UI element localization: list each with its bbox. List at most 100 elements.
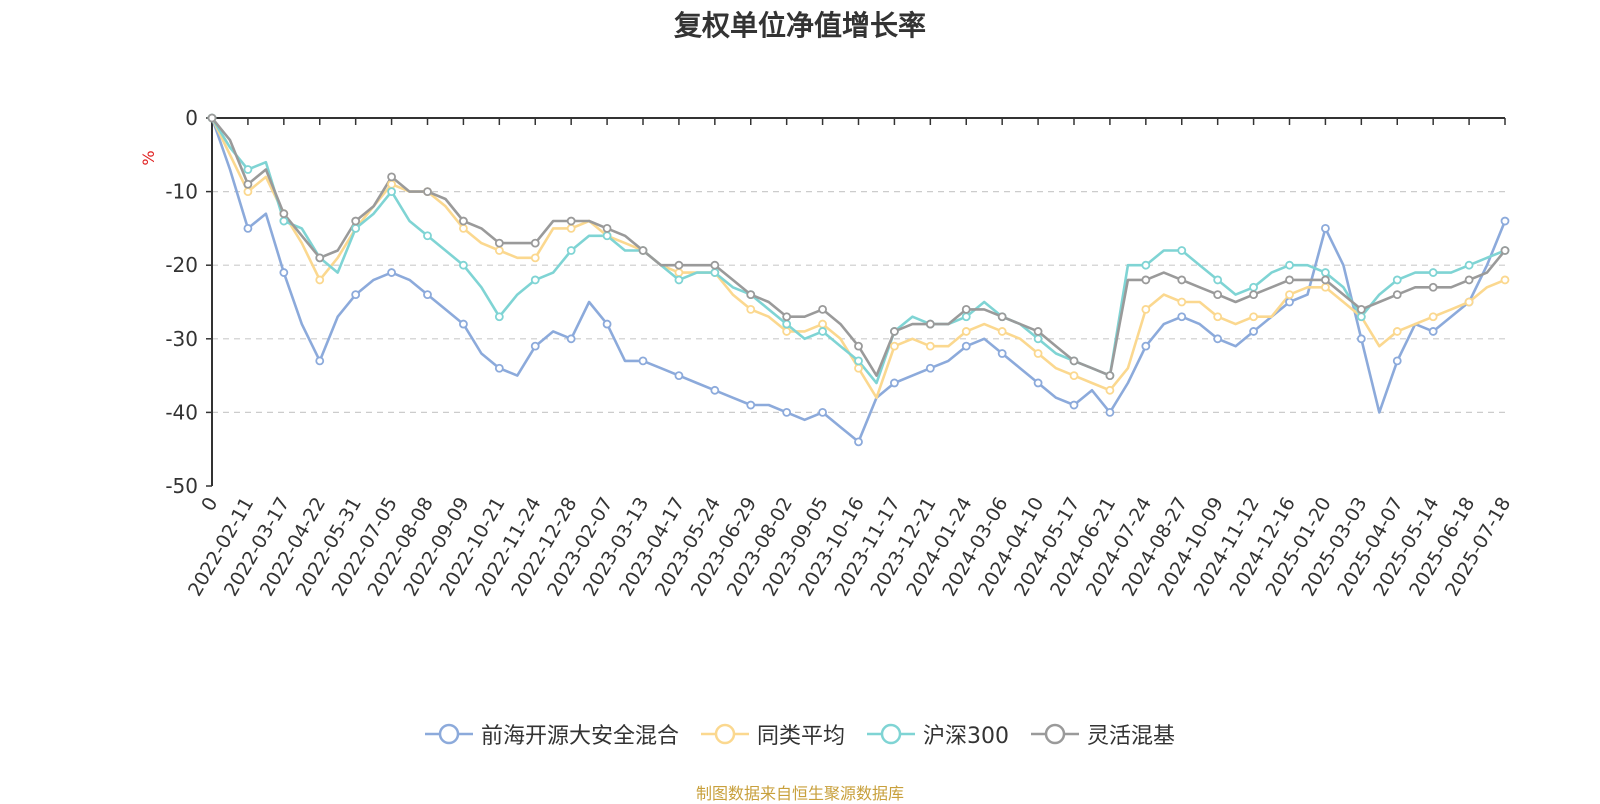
data-point [459, 319, 468, 329]
data-point [1285, 290, 1294, 300]
data-point [1249, 327, 1258, 336]
data-point [459, 260, 468, 270]
legend-line-circle-icon [867, 723, 915, 745]
y-tick-label: -10 [165, 180, 198, 204]
data-point [279, 268, 289, 277]
data-point [1356, 334, 1366, 344]
data-point [459, 223, 468, 233]
data-point [1500, 246, 1510, 255]
data-point [1033, 349, 1043, 358]
data-point [279, 216, 289, 226]
data-point [530, 275, 540, 285]
data-point [890, 327, 899, 336]
y-axis-unit: % [139, 150, 158, 165]
y-tick-label: -40 [165, 400, 198, 424]
data-point [387, 172, 396, 182]
legend-label: 同类平均 [756, 724, 845, 749]
data-point [1069, 400, 1079, 410]
data-point [746, 304, 756, 314]
legend-item-2[interactable]: 同类平均 [700, 718, 845, 750]
data-point [1177, 297, 1187, 307]
legend-label: 沪深300 [923, 724, 1009, 749]
data-point [854, 341, 863, 351]
series-line-2 [210, 117, 1506, 400]
series-lines [207, 113, 1510, 447]
series-line-4 [210, 117, 1507, 377]
data-point [1249, 312, 1258, 322]
data-point [674, 260, 684, 270]
data-point [1249, 282, 1258, 292]
data-point [1464, 275, 1474, 285]
data-point [243, 179, 253, 189]
data-point [243, 187, 253, 197]
data-point [961, 327, 971, 336]
data-point [890, 378, 899, 388]
legend-item-1[interactable]: 前海开源大安全混合 [424, 718, 679, 750]
data-point [710, 268, 720, 277]
data-point [602, 223, 612, 233]
data-point [423, 231, 432, 241]
data-point [1213, 290, 1223, 300]
data-point [818, 304, 827, 314]
data-point [961, 312, 971, 322]
data-point [351, 216, 361, 226]
data-point [387, 268, 396, 277]
data-point [1500, 275, 1510, 285]
data-point [1213, 334, 1223, 344]
y-tick-label: -30 [165, 327, 198, 351]
data-point [638, 246, 648, 255]
data-point [530, 253, 540, 263]
data-point [961, 304, 971, 314]
data-point [854, 363, 863, 373]
data-point [1464, 297, 1474, 307]
data-point [1321, 282, 1330, 292]
data-point [1285, 275, 1294, 285]
legend-label: 前海开源大安全混合 [480, 724, 679, 749]
data-point [1141, 260, 1151, 270]
data-point [782, 319, 792, 329]
data-point [602, 319, 612, 329]
data-point [1033, 334, 1043, 344]
data-point [854, 356, 863, 366]
data-point [243, 165, 253, 174]
data-point [961, 341, 971, 351]
data-point [315, 275, 325, 285]
grid-lines [212, 191, 1505, 413]
data-point [1392, 356, 1402, 366]
data-point [638, 356, 648, 366]
data-point [1105, 407, 1115, 417]
data-point [1428, 312, 1438, 322]
data-point [1428, 327, 1438, 336]
data-point [782, 407, 792, 417]
x-tick-label: 0 [197, 494, 222, 515]
data-point [1069, 371, 1079, 381]
tick-labels: 0-10-20-30-40-50%02022-02-112022-03-1720… [139, 106, 1515, 600]
data-point [1213, 312, 1223, 322]
data-point [710, 385, 720, 395]
data-point [1177, 312, 1187, 322]
data-point [1141, 275, 1151, 285]
data-point [1249, 290, 1258, 300]
legend-item-3[interactable]: 沪深300 [867, 718, 1009, 750]
data-point [566, 216, 576, 226]
data-point [243, 223, 253, 233]
data-point [746, 290, 756, 300]
data-point [494, 238, 504, 248]
data-point [1321, 275, 1330, 285]
data-point [1033, 327, 1043, 336]
data-point [997, 349, 1007, 358]
data-point [746, 400, 756, 410]
legend-line-circle-icon [1031, 723, 1079, 745]
y-tick-label: -20 [165, 253, 198, 277]
y-tick-label: 0 [185, 106, 198, 130]
data-point [494, 312, 504, 322]
data-point [1392, 290, 1402, 300]
data-point [315, 356, 325, 366]
legend-item-4[interactable]: 灵活混基 [1031, 718, 1175, 750]
data-point [890, 341, 899, 351]
data-point [494, 363, 504, 373]
data-point [351, 290, 361, 300]
data-point [1356, 312, 1366, 322]
data-point [782, 312, 792, 322]
